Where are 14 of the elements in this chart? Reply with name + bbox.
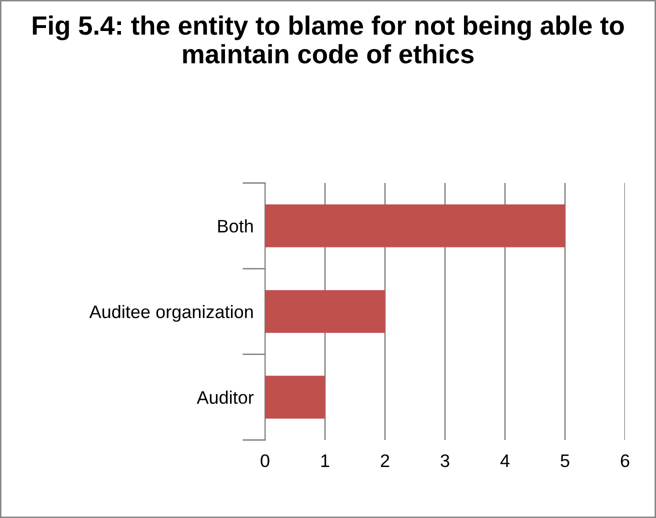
x-tick-label: 2 [380,454,390,467]
bar [265,376,325,419]
bar [265,290,385,333]
y-tick-label: Both [218,219,253,233]
x-tick-label: 6 [620,454,630,468]
x-tick-label: 5 [560,454,570,468]
y-tick-label: Auditee organization [89,304,253,322]
x-tick-label: 3 [440,454,450,468]
x-tick-label: 1 [321,454,330,467]
x-tick-label: 0 [260,454,270,468]
chart-title: Fig 5.4: the entity to blame for not being able to maintain code of ethics [32,16,624,64]
y-tick-label: Auditor [196,390,254,404]
x-tick-label: 4 [500,454,510,467]
bar [265,204,565,248]
